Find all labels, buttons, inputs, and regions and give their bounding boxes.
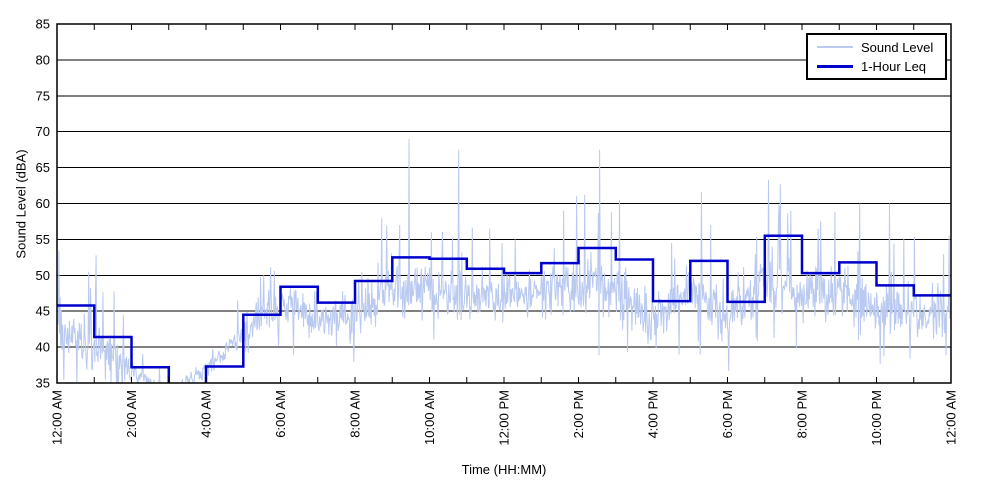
x-tick-label: 8:00 AM — [348, 390, 363, 438]
x-tick-label: 6:00 PM — [720, 390, 735, 438]
x-axis-title: Time (HH:MM) — [461, 462, 547, 477]
y-tick-label: 55 — [36, 232, 50, 247]
x-tick-label: 10:00 AM — [422, 390, 437, 445]
leq-line-swatch — [817, 64, 853, 68]
x-tick-label: 4:00 AM — [199, 390, 214, 438]
leq-series — [57, 234, 951, 383]
legend-item-1-hour-leq: 1-Hour Leq — [817, 58, 939, 74]
x-tick-label: 12:00 AM — [50, 390, 65, 445]
x-tick-label: 2:00 PM — [571, 390, 586, 438]
y-tick-label: 85 — [36, 17, 50, 32]
legend-item-sound-level: Sound Level — [817, 39, 939, 55]
y-tick-label: 70 — [36, 124, 50, 139]
y-tick-label: 40 — [36, 340, 50, 355]
x-tick-label: 12:00 AM — [944, 390, 959, 445]
y-axis-title: Sound Level (dBA) — [13, 149, 29, 259]
legend-label-1-hour-leq: 1-Hour Leq — [861, 58, 927, 74]
y-tick-label: 80 — [36, 52, 50, 67]
y-tick-label: 75 — [36, 88, 50, 103]
x-tick-label: 10:00 PM — [869, 390, 884, 446]
y-tick-label: 65 — [36, 160, 50, 175]
y-tick-label: 60 — [36, 196, 50, 211]
y-tick-label: 35 — [36, 376, 50, 391]
legend-label-sound-level: Sound Level — [861, 39, 934, 55]
x-tick-label: 6:00 AM — [273, 390, 288, 438]
x-tick-label: 2:00 AM — [124, 390, 139, 438]
y-tick-label: 50 — [36, 268, 50, 283]
y-tick-label: 45 — [36, 304, 50, 319]
x-tick-label: 8:00 PM — [795, 390, 810, 438]
legend: Sound Level 1-Hour Leq — [806, 33, 947, 80]
sound-level-line-swatch — [817, 46, 853, 48]
x-tick-label: 12:00 PM — [497, 390, 512, 446]
x-tick-label: 4:00 PM — [646, 390, 661, 438]
